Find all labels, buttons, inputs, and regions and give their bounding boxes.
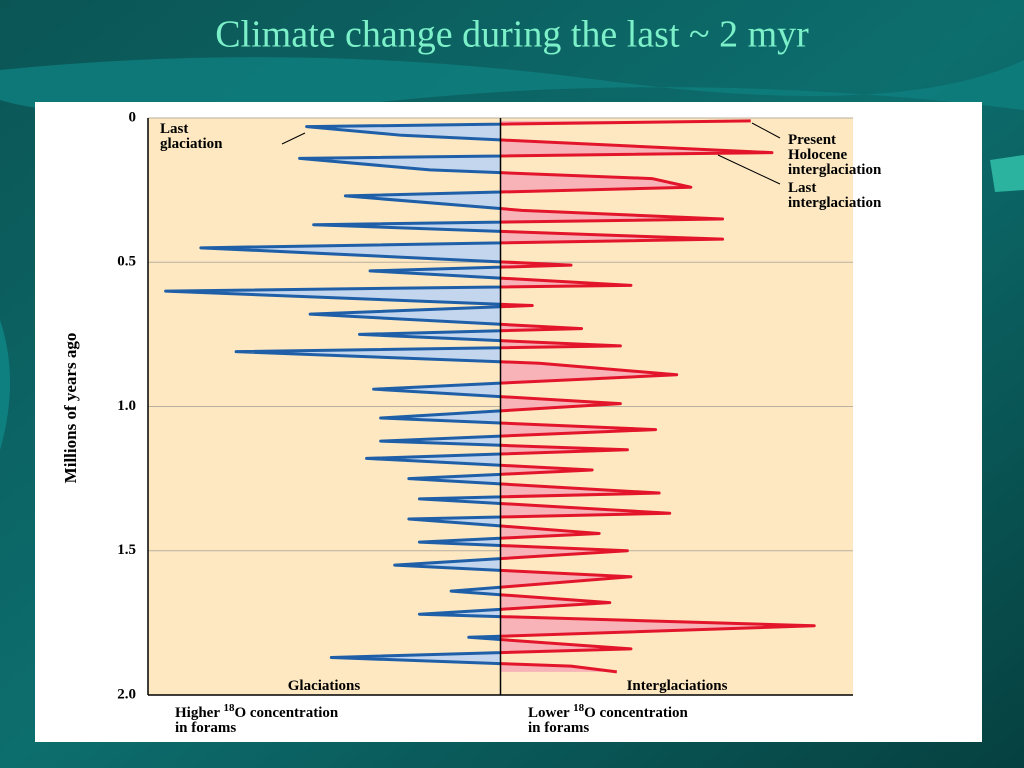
- leader: [717, 154, 781, 185]
- caption: in forams: [175, 720, 236, 736]
- caption-part: Lower: [528, 705, 573, 721]
- wave-accent: [990, 155, 1024, 192]
- annotation: Present: [788, 132, 836, 148]
- annotation: Last: [788, 180, 816, 196]
- leader: [751, 122, 781, 139]
- slide-title: Climate change during the last ~ 2 myr: [215, 14, 809, 56]
- interglacial-line: [500, 119, 816, 674]
- caption: Lower 18O concentration: [528, 702, 689, 721]
- y-axis-label: Millions of years ago: [61, 333, 80, 484]
- annotation: Holocene: [788, 147, 847, 163]
- y-tick-label: 2.0: [117, 686, 136, 702]
- wave: [0, 320, 10, 450]
- caption-part: O concentration: [584, 705, 688, 721]
- panel-label: Interglaciations: [627, 678, 728, 694]
- annotation: interglaciation: [788, 162, 882, 178]
- y-tick-label: 1.0: [117, 398, 136, 414]
- superscript: 18: [573, 702, 585, 714]
- panel-label: Glaciations: [288, 678, 361, 694]
- annotation: glaciation: [160, 136, 223, 152]
- superscript: 18: [223, 702, 235, 714]
- y-tick-label: 0: [129, 109, 137, 125]
- annotation: interglaciation: [788, 195, 882, 211]
- annotation: Last: [160, 121, 188, 137]
- caption: in forams: [528, 720, 589, 736]
- wave: [0, 57, 1024, 115]
- leader: [281, 132, 306, 145]
- glacial-line: [164, 122, 500, 666]
- y-tick-label: 1.5: [117, 542, 136, 558]
- y-tick-label: 0.5: [117, 254, 136, 270]
- caption-part: O concentration: [234, 705, 338, 721]
- caption: Higher 18O concentration: [175, 702, 339, 721]
- caption-part: Higher: [175, 705, 223, 721]
